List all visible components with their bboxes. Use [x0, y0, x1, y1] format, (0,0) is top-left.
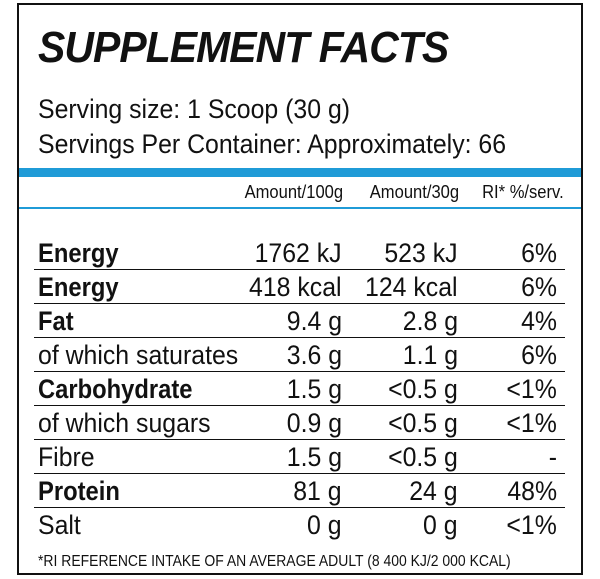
ri-percent: <1%	[506, 510, 557, 540]
amount-per-30g: <0.5 g	[388, 408, 458, 438]
amount-per-30g: 2.8 g	[402, 306, 458, 336]
ri-percent: 6%	[521, 238, 557, 268]
row-divider	[34, 371, 565, 372]
amount-per-100g: 3.6 g	[286, 340, 342, 370]
row-divider	[34, 337, 565, 338]
ri-percent: 48%	[507, 476, 557, 506]
amount-per-100g: 0 g	[307, 510, 342, 540]
ri-percent: 6%	[521, 272, 557, 302]
amount-per-100g: 1762 kJ	[254, 238, 342, 268]
ri-percent: 6%	[521, 340, 557, 370]
table-row: Carbohydrate 1.5 g <0.5 g <1%	[19, 372, 581, 406]
amount-per-30g: 0 g	[423, 510, 458, 540]
header-divider-thick	[19, 168, 581, 177]
table-row: Protein 81 g 24 g 48%	[19, 474, 581, 508]
amount-per-30g: 1.1 g	[402, 340, 458, 370]
column-header-per100: Amount/100g	[244, 182, 343, 202]
label-title: SUPPLEMENT FACTS	[38, 23, 449, 72]
row-divider	[34, 473, 565, 474]
column-header-per30: Amount/30g	[369, 182, 459, 202]
table-row: of which saturates 3.6 g 1.1 g 6%	[19, 338, 581, 372]
amount-per-30g: <0.5 g	[388, 374, 458, 404]
nutrient-name: Fat	[38, 306, 74, 336]
amount-per-30g: 24 g	[409, 476, 458, 506]
header-divider-thin	[19, 207, 581, 209]
nutrient-name: of which saturates	[38, 340, 239, 370]
amount-per-30g: <0.5 g	[388, 442, 458, 472]
ri-percent: <1%	[506, 408, 557, 438]
nutrient-name: Energy	[38, 238, 119, 268]
row-divider	[34, 303, 565, 304]
ri-percent: <1%	[506, 374, 557, 404]
nutrient-name: Fibre	[38, 442, 95, 472]
amount-per-30g: 523 kJ	[384, 238, 458, 268]
supplement-facts-label: SUPPLEMENT FACTS Serving size: 1 Scoop (…	[17, 3, 583, 575]
table-row: Energy 418 kcal 124 kcal 6%	[19, 270, 581, 304]
nutrient-name: Carbohydrate	[38, 374, 193, 404]
table-row: Energy 1762 kJ 523 kJ 6%	[19, 236, 581, 270]
amount-per-100g: 81 g	[293, 476, 342, 506]
row-divider	[34, 405, 565, 406]
amount-per-100g: 0.9 g	[286, 408, 342, 438]
column-header-ri: RI* %/serv.	[482, 182, 564, 202]
nutrient-name: Energy	[38, 272, 119, 302]
table-row: Salt 0 g 0 g <1%	[19, 508, 581, 542]
ri-percent: -	[548, 442, 557, 472]
table-row: Fat 9.4 g 2.8 g 4%	[19, 304, 581, 338]
ri-percent: 4%	[521, 306, 557, 336]
table-row: of which sugars 0.9 g <0.5 g <1%	[19, 406, 581, 440]
amount-per-100g: 1.5 g	[286, 374, 342, 404]
amount-per-100g: 418 kcal	[249, 272, 342, 302]
nutrient-name: of which sugars	[38, 408, 211, 438]
servings-per-container: Servings Per Container: Approximately: 6…	[38, 129, 507, 159]
serving-size: Serving size: 1 Scoop (30 g)	[38, 94, 351, 124]
nutrient-name: Protein	[38, 476, 120, 506]
footnote: *RI REFERENCE INTAKE OF AN AVERAGE ADULT…	[38, 553, 511, 570]
amount-per-100g: 1.5 g	[286, 442, 342, 472]
table-row: Fibre 1.5 g <0.5 g -	[19, 440, 581, 474]
nutrient-name: Salt	[38, 510, 81, 540]
row-divider	[34, 439, 565, 440]
amount-per-100g: 9.4 g	[286, 306, 342, 336]
row-divider	[34, 269, 565, 270]
row-divider	[34, 507, 565, 508]
amount-per-30g: 124 kcal	[365, 272, 458, 302]
